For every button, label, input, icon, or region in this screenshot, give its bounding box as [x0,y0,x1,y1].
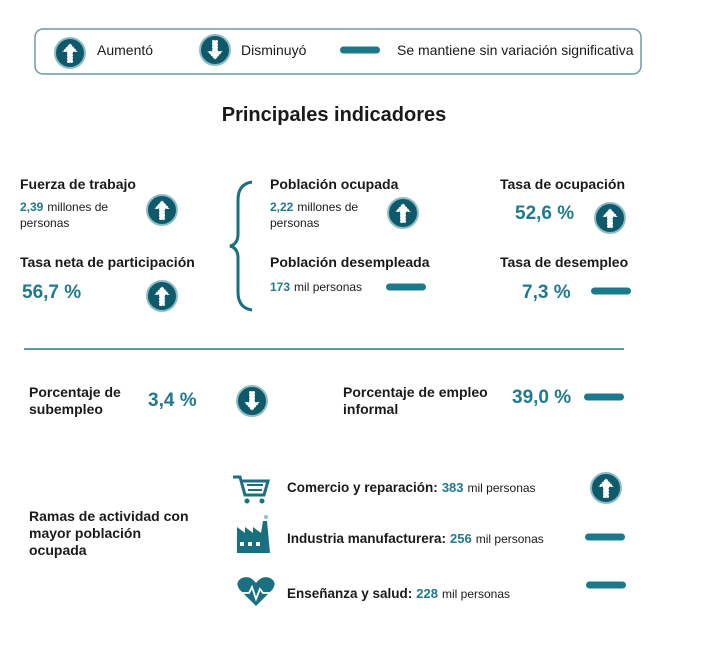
indicator-label: Porcentaje de empleo informal [343,384,488,417]
trend-same [591,287,631,295]
branch-row: Enseñanza y salud: 228 mil personas [287,585,587,603]
branch-label: Comercio y reparación: [287,480,438,495]
legend-same: Se mantiene sin variación significativa [397,42,634,58]
indicator-label: Porcentaje de subempleo [29,384,121,417]
indicator-label: Población ocupada [270,176,399,192]
trend-same [340,46,380,54]
indicator-value: 39,0 % [512,387,572,408]
indicator-value: 2,22 millones de personas [270,199,380,231]
legend-box [34,28,642,75]
branches-label: Ramas de actividad con mayor población o… [29,508,189,558]
icon-arrow [597,477,615,499]
value-unit: millones de personas [20,200,109,230]
trend-up [146,194,178,226]
indicator-label: Tasa de ocupación [500,176,625,192]
branch-row: Comercio y reparación: 383 mil personas [287,479,587,497]
indicator-value: 2,39 millones de personas [20,199,130,231]
legend-up: Aumentó [97,42,154,58]
trend-up [146,280,178,312]
trend-up [54,37,86,69]
trend-up [594,202,626,234]
value-number: 2,39 [20,200,44,214]
indicator-label: Tasa neta de participación [20,254,195,270]
icon-arrow [601,207,619,229]
branch-number: 256 [450,531,472,546]
brace [229,180,253,312]
value-number: 173 [270,280,291,294]
indicator-value: 52,6 % [515,203,575,224]
title: Principales indicadores [221,104,447,126]
trend-up [590,472,622,504]
indicator-value: 3,4 % [148,390,197,411]
indicator-value: 173 mil personas [270,279,400,295]
branch-unit: mil personas [442,587,511,601]
indicator-value: 7,3 % [522,282,571,303]
indicator-label: Población desempleada [270,254,430,270]
branch-unit: mil personas [467,481,536,495]
indicator-value: 56,7 % [22,282,82,303]
branch-number: 228 [416,586,438,601]
value-unit: millones de personas [270,200,359,230]
icon-arrow [153,199,171,221]
trend-same [584,393,624,401]
branch-row: Industria manufacturera: 256 mil personas [287,530,587,548]
factory-icon [237,515,270,553]
branch-number: 383 [441,480,464,495]
trend-same [585,533,625,541]
branch-label: Industria manufacturera: [287,531,447,546]
heart-icon [237,577,275,606]
icon-arrow [394,202,412,224]
icon-arrow [206,39,224,61]
branch-unit: mil personas [475,532,544,546]
cart-icon [233,475,270,504]
indicator-label: Fuerza de trabajo [20,176,136,192]
trend-same [386,283,426,291]
indicator-label: Tasa de desempleo [500,254,629,270]
legend-down: Disminuyó [241,42,307,58]
value-number: 2,22 [270,200,294,214]
branch-label: Enseñanza y salud: [287,586,413,601]
value-unit: mil personas [294,280,363,294]
trend-same [586,581,626,589]
trend-up [387,197,419,229]
icon-arrow [153,285,171,307]
trend-down [199,34,231,66]
icon-arrow [243,390,261,412]
trend-down [236,385,268,417]
icon-arrow [61,42,79,64]
